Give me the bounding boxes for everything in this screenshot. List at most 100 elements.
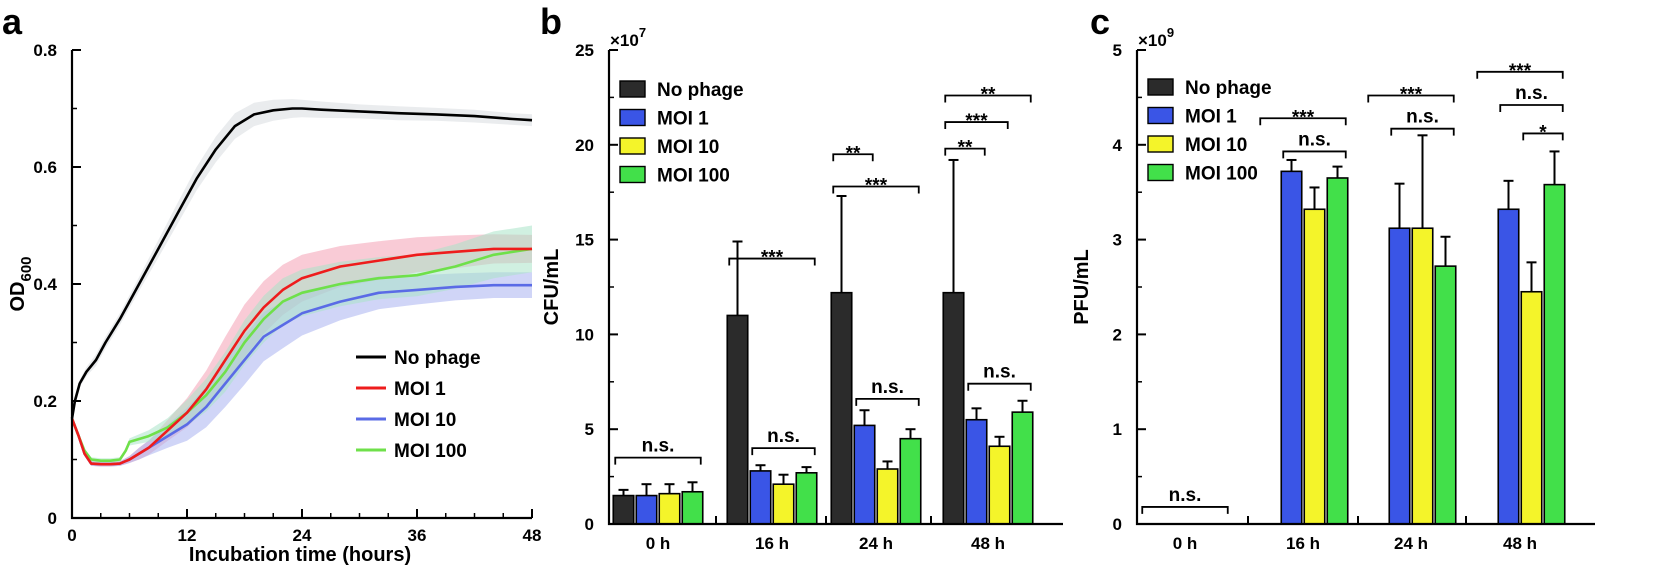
legend-item-moi-10: MOI 10 xyxy=(1147,135,1247,156)
bracket-line xyxy=(832,153,874,162)
significance-bracket: n.s. xyxy=(967,362,1032,391)
legend-swatch xyxy=(1147,163,1174,182)
bracket-line xyxy=(944,94,1032,103)
bracket-line xyxy=(728,257,816,266)
y-tick-label: 15 xyxy=(575,231,594,250)
bracket-line xyxy=(855,397,920,406)
significance-label: *** xyxy=(1292,107,1315,128)
panel-a-y-axis-title-main: OD xyxy=(7,282,29,312)
panel-b-y-axis-title: CFU/mL xyxy=(541,249,563,326)
x-tick-label: 24 xyxy=(293,526,312,545)
bar-moi-1-48-h xyxy=(1497,208,1520,525)
legend-label: MOI 10 xyxy=(394,410,456,431)
bracket-line xyxy=(1259,117,1347,126)
significance-bracket: n.s. xyxy=(751,426,816,456)
significance-label: n.s. xyxy=(1406,107,1439,128)
x-tick-label: 0 xyxy=(67,526,76,545)
significance-bracket: n.s. xyxy=(1499,83,1564,112)
significance-bracket: n.s. xyxy=(1390,107,1455,136)
legend-item-no-phage: No phage xyxy=(1147,78,1272,99)
bracket-line xyxy=(944,121,1009,130)
panel-b-significance-brackets: n.s.***n.s.*****n.s.*******n.s. xyxy=(614,85,1032,465)
y-tick-label: 0.8 xyxy=(33,41,57,60)
panel-b-bar-chart: b 0 5 10 15 20 25 0 h 16 h 24 h 48 h n.s. *** n.s. *… xyxy=(540,1,1063,553)
y-tick-label: 10 xyxy=(575,325,594,344)
x-tick-label: 24 h xyxy=(859,534,893,553)
band-moi-100 xyxy=(72,225,532,463)
bar-no-phage-0-h xyxy=(612,494,635,525)
legend-item-no-phage: No phage xyxy=(619,80,744,101)
legend-item-moi-100: MOI 100 xyxy=(356,441,467,462)
panel-c-bars xyxy=(1280,134,1566,525)
bar-moi-100-48-h xyxy=(1011,411,1034,525)
significance-label: n.s. xyxy=(983,362,1016,383)
bracket-line xyxy=(1499,104,1564,112)
bar-moi-1-0-h xyxy=(635,494,658,525)
bracket-line xyxy=(1141,506,1229,514)
panel-a-y-axis-title: OD600 xyxy=(7,256,35,311)
legend-swatch xyxy=(619,165,646,184)
line-moi-1 xyxy=(70,247,532,466)
significance-label: ** xyxy=(958,138,973,159)
y-tick-label: 20 xyxy=(575,136,594,155)
y-tick-label: 5 xyxy=(1113,41,1122,60)
bar-moi-10-24-h xyxy=(1411,227,1434,525)
legend-label: No phage xyxy=(394,348,481,369)
legend-item-no-phage: No phage xyxy=(356,348,481,369)
bar-moi-1-24-h xyxy=(1388,227,1411,525)
significance-bracket: n.s. xyxy=(855,377,920,406)
legend-label: MOI 1 xyxy=(657,109,709,130)
bracket-line xyxy=(1522,132,1564,141)
significance-label: *** xyxy=(1509,61,1532,82)
bar-moi-100-24-h xyxy=(899,437,922,525)
bracket-line xyxy=(832,185,920,194)
bracket-line xyxy=(944,147,986,156)
bracket-line xyxy=(967,382,1032,391)
legend-label: MOI 1 xyxy=(1185,107,1237,128)
significance-label: n.s. xyxy=(767,426,800,447)
panel-c-multiplier-base: ×10 xyxy=(1138,31,1167,50)
y-tick-label: 0.6 xyxy=(33,158,57,177)
significance-bracket: *** xyxy=(728,248,816,269)
significance-bracket: n.s. xyxy=(1141,485,1229,514)
bar-moi-10-48-h xyxy=(1520,290,1543,525)
panel-b-bars xyxy=(612,158,1034,525)
legend-label: No phage xyxy=(657,80,744,101)
significance-bracket: n.s. xyxy=(614,436,702,465)
bar-moi-100-48-h xyxy=(1543,183,1566,525)
y-tick-label: 0 xyxy=(585,515,594,534)
bar-moi-1-24-h xyxy=(853,424,876,525)
legend-item-moi-100: MOI 100 xyxy=(1147,163,1258,185)
legend-label: MOI 100 xyxy=(1185,164,1258,185)
legend-swatch xyxy=(619,80,646,98)
panel-c-ticks: 0 1 2 3 4 5 0 h 16 h 24 h 48 h xyxy=(1113,41,1537,553)
significance-bracket: ** xyxy=(944,85,1032,106)
bar-no-phage-24-h xyxy=(830,291,853,525)
y-tick-label: 5 xyxy=(585,420,594,439)
legend-swatch xyxy=(619,137,646,155)
legend-swatch xyxy=(1147,78,1174,96)
significance-label: *** xyxy=(865,176,888,197)
y-tick-label: 25 xyxy=(575,41,594,60)
legend-label: MOI 10 xyxy=(657,137,719,158)
panel-c-multiplier: ×109 xyxy=(1138,25,1174,50)
significance-bracket: *** xyxy=(1367,85,1455,106)
panel-b-legend: No phage MOI 1 MOI 10 MOI 100 xyxy=(619,80,744,187)
legend-item-moi-100: MOI 100 xyxy=(619,165,730,187)
legend-swatch xyxy=(1147,135,1174,153)
bar-moi-100-24-h xyxy=(1434,265,1457,525)
line-no-phage xyxy=(70,107,533,419)
bar-moi-1-16-h xyxy=(749,470,772,525)
legend-label: MOI 1 xyxy=(394,379,446,400)
x-tick-label: 24 h xyxy=(1394,534,1428,553)
y-tick-label: 0 xyxy=(48,509,57,528)
y-tick-label: 4 xyxy=(1113,136,1123,155)
bar-moi-1-16-h xyxy=(1280,170,1303,525)
legend-item-moi-10: MOI 10 xyxy=(619,137,719,158)
significance-label: n.s. xyxy=(642,436,675,457)
significance-bracket: ** xyxy=(944,138,986,159)
panel-c-letter: c xyxy=(1090,1,1110,42)
bracket-line xyxy=(1367,94,1455,103)
significance-bracket: n.s. xyxy=(1282,129,1347,159)
